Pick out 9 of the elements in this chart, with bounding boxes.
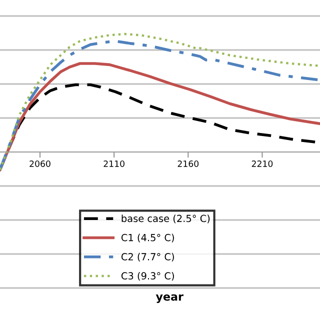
x-tick-label: 2060 — [30, 160, 50, 167]
x-tick-label: 2160 — [178, 160, 199, 167]
legend-label: C2 (7.7° C) — [121, 252, 174, 262]
legend-label: C1 (4.5° C) — [121, 234, 174, 242]
x-tick-label: 2110 — [104, 160, 124, 167]
legend-label: base case (2.5° C) — [122, 214, 210, 224]
legend-label: C3 (9.3° C) — [121, 272, 174, 281]
text: year — [156, 294, 184, 303]
x-tick-label: 2210 — [252, 160, 273, 167]
